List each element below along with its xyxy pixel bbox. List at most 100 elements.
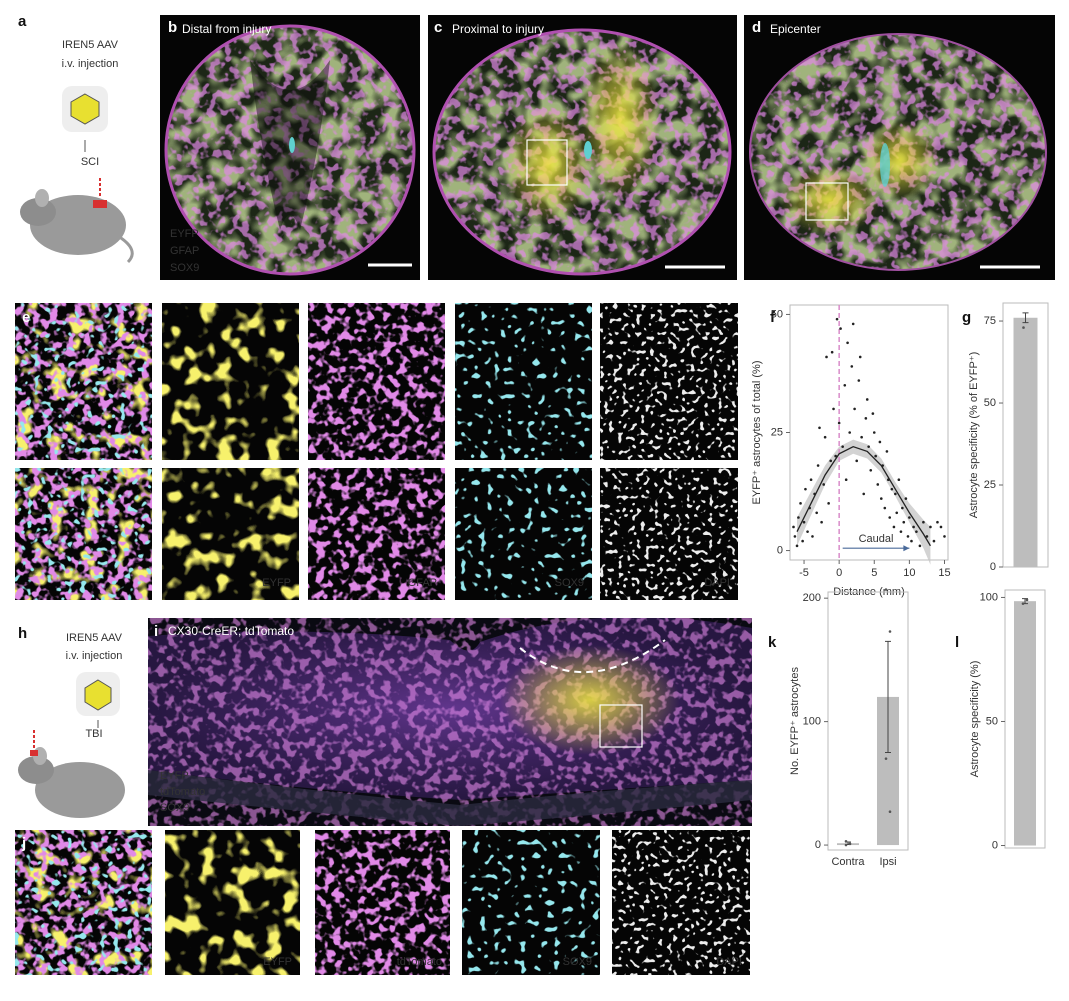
- panel-label: i: [154, 623, 158, 640]
- data-point: [936, 520, 939, 524]
- data-point: [1022, 326, 1025, 329]
- data-point: [844, 840, 848, 843]
- schematic-step: TBI: [85, 728, 102, 740]
- image-title: Distal from injury: [182, 22, 271, 36]
- data-point: [899, 530, 903, 533]
- data-point: [888, 516, 892, 519]
- data-point: [918, 544, 922, 548]
- data-point: [857, 379, 861, 382]
- panel-label: d: [752, 19, 761, 36]
- plot-frame: [827, 591, 909, 851]
- data-point: [825, 355, 828, 359]
- micrograph-signal: [455, 303, 592, 460]
- data-point: [811, 535, 814, 538]
- y-tick-label: 50: [986, 715, 998, 727]
- panel-label: j: [21, 835, 26, 852]
- data-point: [809, 478, 813, 482]
- channel-label: SOX9: [555, 577, 584, 589]
- micrograph-signal: [462, 830, 600, 975]
- data-point: [860, 435, 863, 439]
- panel-label: f: [770, 309, 776, 326]
- schematic-text: i.v. injection: [66, 650, 123, 662]
- data-point: [855, 459, 859, 463]
- data-point: [902, 520, 906, 524]
- data-point: [829, 459, 833, 463]
- x-tick-label: 15: [938, 567, 950, 579]
- data-point: [879, 497, 883, 500]
- channel-label: tdTomato: [397, 956, 442, 968]
- mouse-tail: [117, 234, 134, 264]
- data-point: [841, 445, 844, 448]
- central-canal: [289, 137, 295, 153]
- channel-legend: tdTomato: [160, 786, 205, 798]
- micrograph-signal: [15, 830, 152, 975]
- virus-icon: [84, 679, 112, 711]
- micrograph-signal: [600, 468, 738, 600]
- y-axis-label: Astrocyte specificity (%): [969, 661, 981, 778]
- mouse-ear: [35, 189, 49, 207]
- data-point: [864, 417, 868, 420]
- micrograph-signal: [15, 303, 152, 460]
- injury-site: [30, 750, 38, 756]
- y-tick-label: 25: [984, 479, 996, 491]
- schematic-text: IREN5 AAV: [62, 39, 119, 51]
- data-point: [910, 539, 913, 543]
- data-point: [843, 383, 847, 387]
- data-point: [904, 497, 908, 500]
- data-point: [894, 492, 897, 496]
- bar: [1014, 601, 1036, 846]
- y-tick-label: 100: [803, 716, 821, 728]
- y-tick-label: 0: [815, 839, 821, 851]
- channel-legend: GFAP: [170, 245, 199, 257]
- micrograph-signal: [600, 303, 738, 460]
- panel-label: e: [22, 309, 30, 326]
- x-tick-label: Ipsi: [879, 856, 896, 868]
- data-point: [922, 520, 925, 524]
- micrograph-signal: [308, 468, 445, 600]
- confidence-band: [797, 439, 931, 565]
- x-tick-label: 10: [903, 567, 915, 579]
- cord-outline: [432, 28, 732, 276]
- data-point: [853, 407, 856, 411]
- data-point: [885, 450, 889, 453]
- data-point: [897, 478, 901, 482]
- data-point: [929, 525, 932, 529]
- injury-outline: [519, 639, 666, 673]
- x-tick-label: 5: [871, 567, 877, 579]
- data-point: [792, 525, 795, 529]
- image-title: CX30-CreER; tdTomato: [168, 624, 294, 638]
- panel-label: a: [18, 13, 27, 30]
- data-point: [869, 468, 873, 472]
- cord-outline: [749, 33, 1047, 271]
- channel-label: EYFP: [262, 577, 291, 589]
- data-point: [827, 502, 830, 505]
- data-point: [844, 478, 848, 482]
- data-point: [797, 516, 800, 519]
- panel-label: b: [168, 19, 177, 36]
- panel-label: g: [962, 309, 971, 326]
- data-point: [832, 407, 835, 411]
- data-point: [925, 535, 929, 538]
- error-bar: [885, 640, 891, 753]
- micrograph-signal: [612, 830, 750, 975]
- data-point: [878, 440, 882, 444]
- fit-line: [796, 445, 932, 547]
- y-tick-label: 25: [771, 426, 783, 438]
- image-title: Proximal to injury: [452, 22, 544, 36]
- data-point: [883, 506, 887, 510]
- data-point: [816, 464, 820, 467]
- data-point: [799, 502, 802, 505]
- x-tick-label: Contra: [831, 856, 865, 868]
- panel-label: h: [18, 625, 27, 642]
- y-tick-label: 100: [980, 591, 998, 603]
- data-point: [908, 516, 911, 519]
- inset-box: [526, 139, 568, 186]
- panel-label: k: [768, 634, 777, 651]
- y-tick-label: 0: [777, 544, 783, 556]
- micrograph-signal: [315, 830, 450, 975]
- y-tick-label: 0: [990, 561, 996, 573]
- data-point: [901, 506, 904, 510]
- data-point: [1025, 598, 1029, 602]
